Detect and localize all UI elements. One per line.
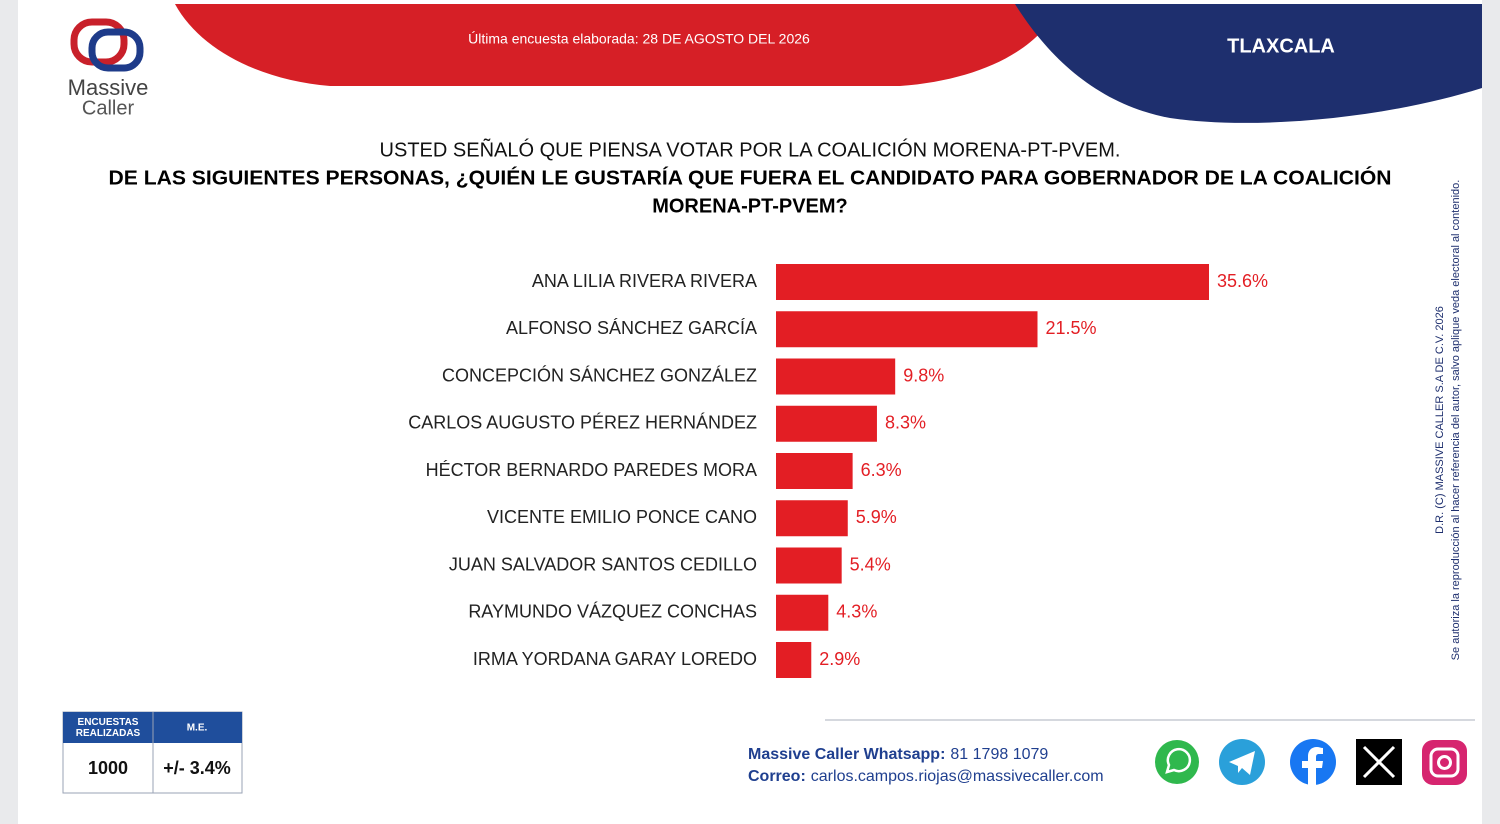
category-label: ALFONSO SÁNCHEZ GARCÍA [506,318,757,338]
bar [776,594,829,631]
header-blue-band [1015,4,1482,123]
chart-subtitle: MORENA-PT-PVEM? [652,195,848,217]
table-header-text: M.E. [187,723,208,734]
bar [776,264,1209,300]
logo-text: Massive [68,75,149,100]
value-label: 5.9% [856,507,897,527]
header-red-band [175,4,1060,86]
table-value: +/- 3.4% [163,758,231,778]
whatsapp-number: 81 1798 1079 [950,746,1048,763]
facebook-glyph [1302,747,1323,785]
category-label: CARLOS AUGUSTO PÉREZ HERNÁNDEZ [408,413,757,433]
bar [776,358,896,395]
social-icons [1155,739,1467,785]
value-label: 2.9% [819,649,860,669]
bar [776,453,853,489]
table-value: 1000 [88,758,128,778]
value-label: 35.6% [1217,271,1268,291]
bar [776,405,877,442]
whatsapp-icon[interactable] [1155,740,1199,784]
chart-title: USTED SEÑALÓ QUE PIENSA VOTAR POR LA COA… [380,137,1121,161]
table-header-text: ENCUESTAS REALIZADAS [75,716,141,739]
contact-line: Correo: carlos.campos.riojas@massivecalle… [748,768,1104,785]
instagram-icon[interactable] [1422,740,1467,785]
logo-bubble-blue [88,28,144,72]
bar [776,642,812,678]
contact-line: Massive Caller Whatsapp: 81 1798 1079 [748,746,1048,763]
table-header-cell: ENCUESTAS REALIZADAS [75,716,141,739]
email-label: Correo: [748,768,806,785]
chart-subtitle: DE LAS SIGUIENTES PERSONAS, ¿QUIÉN LE GU… [109,165,1392,189]
logo-text: Caller [82,97,135,119]
category-label: HÉCTOR BERNARDO PAREDES MORA [426,460,757,480]
category-label: IRMA YORDANA GARAY LOREDO [473,649,757,669]
copyright: Se autoriza la reproducción al hacer ref… [1450,180,1462,661]
email: carlos.campos.riojas@massivecaller.com [811,768,1104,785]
category-label: ANA LILIA RIVERA RIVERA [532,271,757,291]
instagram-glyph [1437,755,1452,770]
value-label: 8.3% [885,413,926,433]
instagram-glyph [1429,747,1460,778]
telegram-glyph [1229,751,1255,775]
sample-table: ENCUESTAS REALIZADAS M.E. 1000 +/- 3.4% [62,711,243,794]
whatsapp-label: Massive Caller Whatsapp: [748,746,945,763]
value-label: 5.4% [850,554,891,574]
whatsapp-glyph [1165,747,1192,774]
x-glyph [1362,745,1396,779]
card [18,0,1482,824]
copyright: D.R. (C) MASSIVE CALLER S.A DE C.V. 2026 [1434,306,1446,534]
value-label: 4.3% [836,602,877,622]
region: TLAXCALA [1227,35,1335,57]
value-label: 6.3% [861,460,902,480]
category-label: JUAN SALVADOR SANTOS CEDILLO [449,554,757,574]
survey-date: Última encuesta elaborada: 28 DE AGOSTO … [468,31,810,47]
plot-area: ANA LILIA RIVERA RIVERA 35.6% ALFONSO SÁNC… [408,264,1268,678]
value-label: 21.5% [1046,318,1097,338]
bar [776,311,1038,348]
category-label: RAYMUNDO VÁZQUEZ CONCHAS [468,602,757,622]
logo: Massive Caller [68,18,149,119]
bar [776,547,842,584]
category-label: CONCEPCIÓN SÁNCHEZ GONZÁLEZ [442,364,757,385]
category-label: VICENTE EMILIO PONCE CANO [487,507,757,527]
value-label: 9.8% [903,365,944,385]
bar [776,500,848,537]
